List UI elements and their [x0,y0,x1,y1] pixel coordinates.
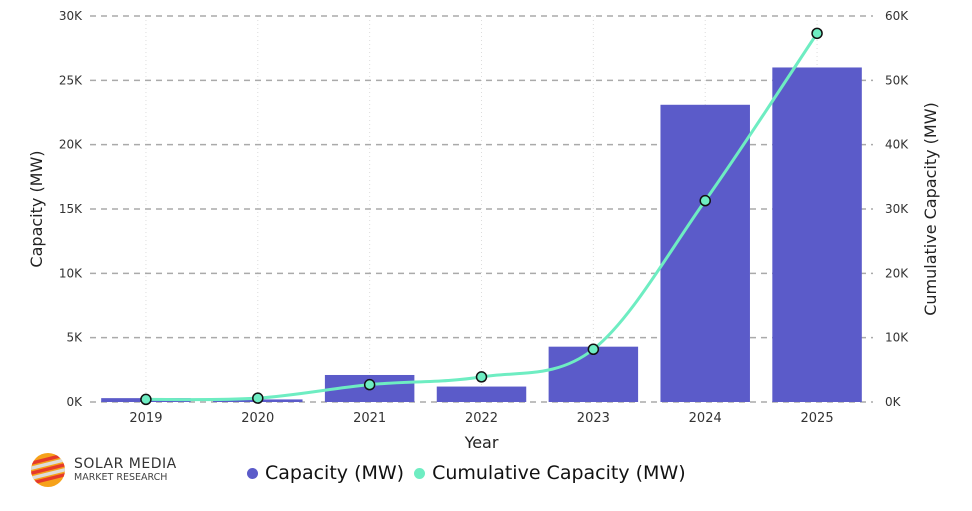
x-tick-label: 2021 [353,411,386,426]
y2-tick-label: 30K [885,202,909,216]
cumulative-point [811,27,823,40]
logo-text-line1: SOLAR MEDIA [74,456,177,472]
y-tick-label: 10K [59,266,83,280]
solar-media-logo: SOLAR MEDIA MARKET RESEARCH [28,450,177,490]
capacity-bar [772,67,862,402]
y2-tick-label: 20K [885,266,909,280]
y-tick-label: 0K [66,395,83,409]
capacity-bar [436,386,527,402]
logo-sphere-icon [31,453,65,487]
y-axis-title: Capacity (MW) [27,150,46,267]
x-tick-label: 2022 [465,411,498,426]
y-tick-label: 5K [66,331,83,345]
cumulative-point [475,371,488,383]
logo-text-line2: MARKET RESEARCH [74,472,168,483]
capacity-bar [660,104,750,402]
cumulative-point [363,378,376,391]
y2-tick-label: 40K [885,138,909,152]
legend-cumulative-marker [414,467,426,479]
legend-capacity-marker [247,467,258,479]
x-axis-title: Year [464,433,499,452]
x-tick-label: 2023 [577,411,610,426]
y-tick-label: 25K [59,73,83,87]
y-tick-label: 30K [59,9,83,23]
y2-tick-label: 50K [885,73,909,87]
x-tick-label: 2024 [689,411,722,426]
y2-axis-title: Cumulative Capacity (MW) [921,102,940,316]
y2-tick-label: 10K [885,331,909,345]
x-tick-label: 2025 [801,411,834,426]
capacity-bar [548,346,639,402]
cumulative-point [587,343,600,355]
x-tick-label: 2020 [241,411,274,426]
cumulative-point [252,392,264,404]
y2-tick-label: 60K [885,9,909,23]
cumulative-point [140,393,152,406]
legend-cumulative-label[interactable]: Cumulative Capacity (MW) [432,462,686,484]
legend-capacity-label[interactable]: Capacity (MW) [265,462,405,484]
x-tick-label: 2019 [129,411,162,426]
legend: Capacity (MW) Cumulative Capacity (MW) [247,462,686,484]
y-tick-label: 15K [59,202,83,216]
y-tick-label: 20K [59,138,83,152]
cumulative-point [699,194,711,207]
y2-tick-label: 0K [885,395,902,409]
